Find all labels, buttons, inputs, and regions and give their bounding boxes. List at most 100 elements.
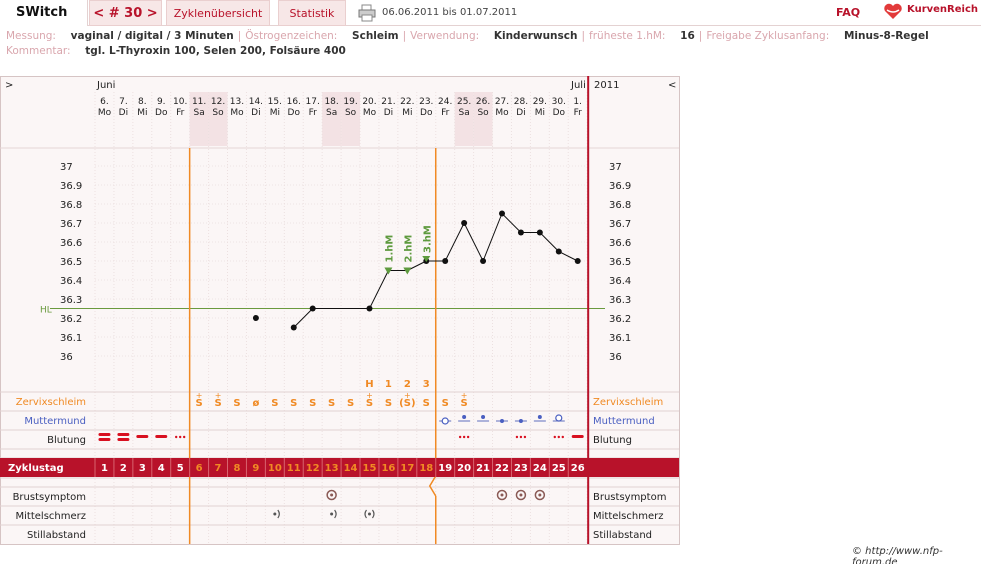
day-date-label: 13. bbox=[230, 97, 244, 107]
day-date-label: 15. bbox=[268, 97, 282, 107]
temperature-point bbox=[252, 315, 259, 321]
cervix-value: S bbox=[328, 398, 335, 409]
temperature-line bbox=[463, 222, 484, 262]
temperature-point bbox=[461, 220, 468, 226]
kurvenreich-logo[interactable]: KurvenReich bbox=[880, 0, 980, 26]
day-weekday-label: Mo bbox=[98, 108, 112, 118]
cervix-value: S bbox=[442, 398, 449, 409]
day-weekday-label: Mi bbox=[270, 108, 280, 118]
faq-link[interactable]: FAQ bbox=[836, 6, 861, 19]
bleeding-mark bbox=[136, 435, 149, 438]
spotting-dot bbox=[557, 435, 560, 439]
earliest-label: früheste 1.hM: bbox=[589, 30, 666, 42]
breast-symptom-icon bbox=[519, 493, 523, 497]
cycle-day-number: 6 bbox=[196, 463, 203, 474]
day-weekday-label: So bbox=[212, 108, 224, 118]
cycle-selector[interactable]: < # 30 > bbox=[89, 0, 162, 26]
day-weekday-label: Di bbox=[251, 108, 260, 118]
breast-symptom-icon bbox=[326, 489, 337, 501]
logo-text: KurvenReich bbox=[907, 4, 979, 15]
release-value: Minus-8-Regel bbox=[843, 30, 929, 42]
spotting-dot bbox=[458, 435, 462, 439]
temperature-point bbox=[290, 324, 297, 331]
day-date-label: 26. bbox=[476, 97, 490, 107]
day-date-label: 29. bbox=[533, 97, 547, 107]
day-weekday-label: Di bbox=[384, 108, 393, 118]
temperature-point bbox=[536, 229, 543, 236]
y-tick-left: 36.6 bbox=[60, 238, 82, 249]
day-date-label: 17. bbox=[306, 97, 320, 107]
y-tick-right: 36.5 bbox=[609, 257, 631, 268]
temperature-point bbox=[366, 305, 373, 312]
temperature-point bbox=[574, 258, 581, 264]
bleeding-heavy-mark bbox=[98, 438, 111, 441]
temperature-point bbox=[555, 248, 562, 255]
cervix-value: S bbox=[385, 398, 392, 409]
spotting-dot bbox=[178, 435, 182, 439]
temperature-line bbox=[501, 213, 522, 233]
comment-value: tgl. L-Thyroxin 100, Selen 200, Folsäure… bbox=[85, 45, 346, 57]
cervix-plus-mark: + bbox=[461, 391, 468, 400]
temperature-line bbox=[369, 270, 389, 309]
mouth-row-label-right: Muttermund bbox=[593, 416, 655, 427]
earliest-value: 16 bbox=[680, 30, 695, 42]
day-date-label: 22. bbox=[400, 97, 414, 107]
cervix-value: S bbox=[461, 398, 468, 409]
day-weekday-label: Fr bbox=[441, 108, 450, 118]
cycle-day-label: Zyklustag bbox=[8, 463, 64, 474]
usage-value: Kinderwunsch bbox=[493, 30, 578, 42]
day-weekday-label: Do bbox=[420, 108, 433, 118]
measurement-label: Messung: bbox=[6, 30, 56, 42]
day-weekday-label: Do bbox=[553, 108, 566, 118]
cervix-plus-mark: + bbox=[215, 391, 222, 400]
cervix-value: (S) bbox=[399, 398, 415, 409]
day-weekday-label: Di bbox=[119, 108, 128, 118]
y-tick-right: 36.6 bbox=[609, 238, 631, 249]
cycle-day-number: 13 bbox=[325, 463, 339, 474]
day-date-label: 20. bbox=[362, 97, 376, 107]
spotting-dot bbox=[515, 435, 519, 439]
y-tick-left: 36.5 bbox=[60, 257, 82, 268]
cervix-value: S bbox=[196, 398, 203, 409]
y-tick-right: 37 bbox=[609, 162, 622, 173]
mittelschmerz-icon bbox=[364, 509, 367, 519]
usage-label: Verwendung: bbox=[410, 30, 480, 42]
cycle-day-number: 17 bbox=[400, 463, 414, 474]
y-tick-left: 36 bbox=[60, 352, 73, 363]
cycle-day-number: 11 bbox=[287, 463, 301, 474]
day-date-label: 14. bbox=[249, 97, 263, 107]
y-tick-right: 36.4 bbox=[609, 276, 631, 287]
day-weekday-label: So bbox=[345, 108, 357, 118]
user-name: SWitch bbox=[0, 0, 88, 26]
print-icon[interactable] bbox=[358, 0, 378, 26]
cervix-value: S bbox=[309, 398, 316, 409]
breast-symptom-icon bbox=[500, 493, 504, 497]
cervix-value: S bbox=[233, 398, 240, 409]
y-tick-right: 36.3 bbox=[609, 295, 631, 306]
cycle-day-bar bbox=[0, 458, 679, 477]
peak-marker: H bbox=[365, 379, 373, 390]
estrogen-value: Schleim bbox=[352, 30, 399, 42]
cycle-day-number: 7 bbox=[215, 463, 222, 474]
y-tick-right: 36.1 bbox=[609, 333, 631, 344]
y-tick-right: 36.9 bbox=[609, 181, 631, 192]
cervix-value: S bbox=[347, 398, 354, 409]
day-weekday-label: Mo bbox=[495, 108, 509, 118]
mittelschmerz-icon bbox=[371, 509, 375, 519]
temperature-line bbox=[293, 308, 314, 328]
cycle-day-number: 8 bbox=[233, 463, 240, 474]
spotting-dot bbox=[466, 435, 470, 439]
cervix-plus-mark: + bbox=[366, 391, 373, 400]
mittelschmerz-icon bbox=[334, 509, 337, 519]
day-date-label: 16. bbox=[287, 97, 301, 107]
day-date-label: 21. bbox=[381, 97, 395, 107]
year-label: 2011 bbox=[594, 80, 619, 91]
tab-cycle-overview[interactable]: Zyklenübersicht bbox=[166, 0, 270, 26]
spotting-dot bbox=[174, 435, 178, 439]
day-weekday-label: Do bbox=[155, 108, 168, 118]
tab-statistics[interactable]: Statistik bbox=[278, 0, 346, 26]
temperature-line bbox=[444, 222, 465, 262]
y-tick-left: 36.4 bbox=[60, 276, 82, 287]
cervix-plus-mark: + bbox=[196, 391, 203, 400]
